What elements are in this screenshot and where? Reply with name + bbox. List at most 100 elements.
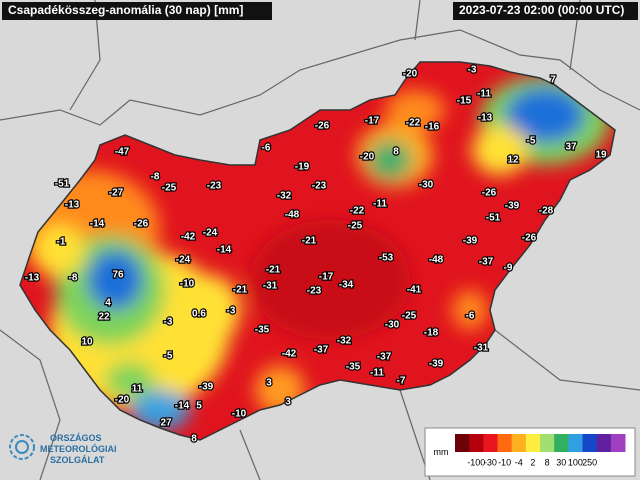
station-value: 0.6 (192, 309, 206, 320)
station-value: -37 (479, 257, 494, 268)
legend-swatch (582, 434, 598, 452)
station-value: -21 (266, 265, 281, 276)
legend-label: -100 (467, 457, 485, 467)
station-value: -6 (262, 143, 271, 154)
station-value: -53 (379, 253, 394, 264)
station-value: -10 (232, 409, 247, 420)
legend-label: 8 (545, 457, 550, 467)
station-value: 3 (266, 378, 272, 389)
station-value: -11 (477, 89, 491, 100)
station-value: -48 (429, 255, 444, 266)
station-value: -7 (397, 376, 406, 387)
station-value: -11 (373, 199, 387, 210)
logo-line: SZOLGÁLAT (50, 455, 105, 465)
station-values: -20 -37-11-15-17 -22 -16-13-26-6-53719128-2… (24, 63, 609, 445)
station-value: -42 (282, 349, 297, 360)
station-value: -21 (233, 285, 248, 296)
station-value: -5 (527, 136, 536, 147)
station-value: -19 (295, 162, 310, 173)
station-value: -5 (164, 351, 173, 362)
station-value: 76 (112, 270, 124, 281)
station-value: 19 (595, 150, 607, 161)
station-value: -16 (425, 122, 440, 133)
station-value: 4 (105, 298, 111, 309)
station-value: -39 (429, 359, 444, 370)
logo-line: METEOROLÓGIAI (40, 443, 117, 454)
station-value: -34 (339, 280, 354, 291)
station-value: -26 (315, 121, 330, 132)
legend-label: 30 (556, 457, 566, 467)
legend-swatch (455, 434, 470, 452)
station-value: -6 (466, 311, 475, 322)
station-value: -39 (505, 201, 520, 212)
station-value: -37 (314, 345, 329, 356)
station-value: -32 (277, 191, 292, 202)
legend-unit: mm (434, 447, 449, 457)
station-value: -30 (385, 320, 400, 331)
station-value: -37 (377, 352, 392, 363)
station-value: -27 (109, 188, 124, 199)
station-value: -13 (65, 200, 80, 211)
station-value: -10 (180, 279, 195, 290)
station-value: -3 (164, 317, 173, 328)
station-value: -25 (402, 311, 417, 322)
station-value: -9 (504, 263, 513, 274)
station-value: -41 (407, 285, 422, 296)
station-value: -51 (486, 213, 501, 224)
station-value: -3 (227, 306, 236, 317)
station-value: -51 (55, 179, 70, 190)
station-value: -31 (474, 343, 489, 354)
station-value: -31 (263, 281, 278, 292)
station-value: 8 (191, 434, 197, 445)
legend-swatch (469, 434, 484, 452)
station-value: -20 (115, 395, 130, 406)
legend-swatch (568, 434, 583, 452)
station-value: -24 (176, 255, 191, 266)
station-value: 27 (160, 418, 172, 429)
logo: ORSZÁGOS METEOROLÓGIAI SZOLGÁLAT (9, 433, 117, 465)
station-value: -25 (162, 183, 177, 194)
legend-label: 100 (568, 457, 583, 467)
station-value: -21 (302, 236, 317, 247)
station-value: -48 (285, 210, 300, 221)
timestamp: 2023-07-23 02:00 (00:00 UTC) (459, 3, 624, 17)
station-value: -28 (539, 206, 554, 217)
legend-label: -10 (498, 457, 511, 467)
station-value: -23 (312, 181, 327, 192)
legend-swatch (554, 434, 569, 452)
legend-label: 2 (530, 457, 535, 467)
legend-label: 250 (582, 457, 597, 467)
legend-swatch (511, 434, 527, 452)
station-value: 8 (393, 147, 399, 158)
station-value: -17 (365, 116, 380, 127)
timestamp-box (453, 2, 638, 20)
station-value: -1 (57, 237, 66, 248)
legend-label: -30 (484, 457, 497, 467)
legend-swatch (525, 434, 541, 452)
station-value: -13 (478, 113, 493, 124)
legend-label: -4 (515, 457, 523, 467)
station-value: -14 (90, 219, 105, 230)
station-value: -23 (207, 181, 222, 192)
station-value: -15 (457, 96, 472, 107)
station-value: 7 (550, 75, 556, 86)
station-value: -11 (370, 368, 384, 379)
station-value: -35 (346, 362, 361, 373)
station-value: 22 (98, 312, 110, 323)
station-value: -8 (151, 172, 160, 183)
legend-swatch (540, 434, 555, 452)
station-value: -39 (463, 236, 478, 247)
station-value: -30 (419, 180, 434, 191)
station-value: -22 (350, 206, 365, 217)
station-value: 11 (132, 384, 143, 395)
station-value: -26 (522, 233, 537, 244)
logo-line: ORSZÁGOS (50, 433, 102, 443)
station-value: -14 (217, 245, 232, 256)
station-value: 12 (507, 155, 519, 166)
station-value: -32 (337, 336, 352, 347)
title-box (2, 2, 272, 20)
station-value: -22 (406, 118, 421, 129)
station-value: -8 (69, 273, 78, 284)
station-value: -24 (203, 228, 218, 239)
station-value: 5 (196, 401, 202, 412)
